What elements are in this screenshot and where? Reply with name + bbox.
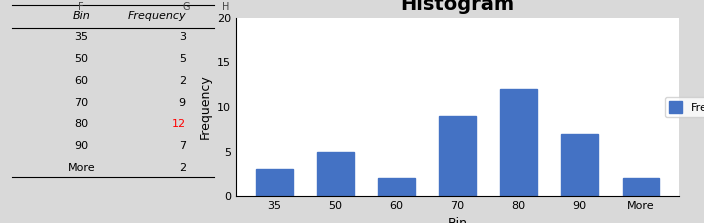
Text: Bin: Bin bbox=[73, 11, 90, 21]
Text: 90: 90 bbox=[74, 141, 89, 151]
Text: 70: 70 bbox=[74, 98, 89, 107]
Text: More: More bbox=[68, 163, 95, 173]
Text: H: H bbox=[222, 2, 229, 12]
Y-axis label: Frequency: Frequency bbox=[199, 75, 211, 139]
Bar bbox=[501, 89, 537, 196]
Text: 2: 2 bbox=[179, 76, 186, 86]
Text: 5: 5 bbox=[179, 54, 186, 64]
Text: 35: 35 bbox=[75, 32, 88, 42]
Text: G: G bbox=[182, 2, 189, 12]
Bar bbox=[317, 152, 353, 196]
Bar bbox=[439, 116, 476, 196]
Title: Histogram: Histogram bbox=[401, 0, 515, 14]
Text: 50: 50 bbox=[75, 54, 88, 64]
Bar bbox=[562, 134, 598, 196]
Text: 2: 2 bbox=[179, 163, 186, 173]
Text: 9: 9 bbox=[179, 98, 186, 107]
Text: F: F bbox=[79, 2, 84, 12]
Text: 7: 7 bbox=[179, 141, 186, 151]
Text: Frequency: Frequency bbox=[127, 11, 186, 21]
Text: 80: 80 bbox=[74, 119, 89, 129]
X-axis label: Bin: Bin bbox=[448, 217, 467, 223]
Bar bbox=[622, 178, 659, 196]
Bar bbox=[256, 169, 293, 196]
Text: 60: 60 bbox=[75, 76, 88, 86]
Bar bbox=[378, 178, 415, 196]
Text: 3: 3 bbox=[179, 32, 186, 42]
Text: 12: 12 bbox=[172, 119, 186, 129]
Legend: Frequency: Frequency bbox=[665, 97, 704, 117]
